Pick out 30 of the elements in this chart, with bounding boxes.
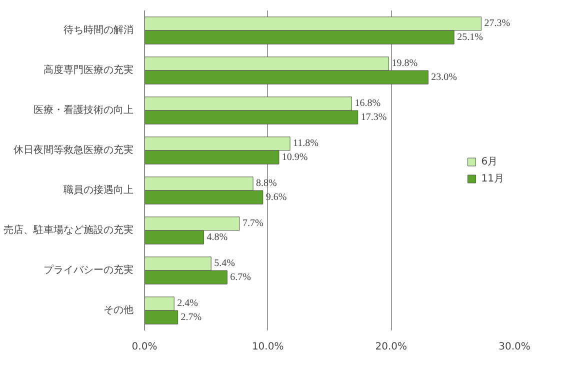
data-label: 11.8% [293, 138, 318, 150]
y-tick-label: 職員の接遇向上 [64, 184, 134, 196]
data-label: 10.9% [282, 152, 308, 163]
y-tick-label: プライバシーの充実 [44, 264, 134, 276]
legend-label: 6月 [481, 156, 499, 168]
data-label: 8.8% [256, 178, 277, 190]
data-label: 5.4% [214, 258, 235, 270]
data-label: 27.3% [484, 18, 510, 30]
y-tick-label: その他 [104, 304, 134, 316]
x-tick-label: 10.0% [252, 342, 284, 352]
data-label: 17.3% [360, 112, 387, 123]
y-tick-label: 高度専門医療の充実 [44, 64, 134, 76]
data-label: 19.8% [392, 58, 418, 70]
data-label: 4.8% [206, 232, 228, 243]
legend-label: 11月 [481, 172, 504, 186]
data-label: 25.1% [457, 32, 483, 43]
data-label: 16.8% [354, 98, 381, 110]
y-tick-label: 待ち時間の解消 [64, 24, 134, 36]
y-tick-label: 休日夜間等救急医療の充実 [14, 144, 134, 156]
data-label: 2.7% [180, 312, 202, 323]
y-tick-label: 売店、駐車場など施設の充実 [4, 224, 134, 236]
data-label: 6.7% [230, 272, 251, 283]
x-tick-label: 0.0% [132, 342, 158, 352]
data-label: 9.6% [266, 192, 287, 203]
data-label: 7.7% [242, 218, 264, 230]
x-tick-label: 20.0% [375, 342, 408, 352]
data-label: 2.4% [177, 298, 198, 310]
x-tick-label: 30.0% [498, 342, 530, 352]
y-tick-label: 医療・看護技術の向上 [34, 104, 134, 116]
data-label: 23.0% [431, 72, 458, 83]
